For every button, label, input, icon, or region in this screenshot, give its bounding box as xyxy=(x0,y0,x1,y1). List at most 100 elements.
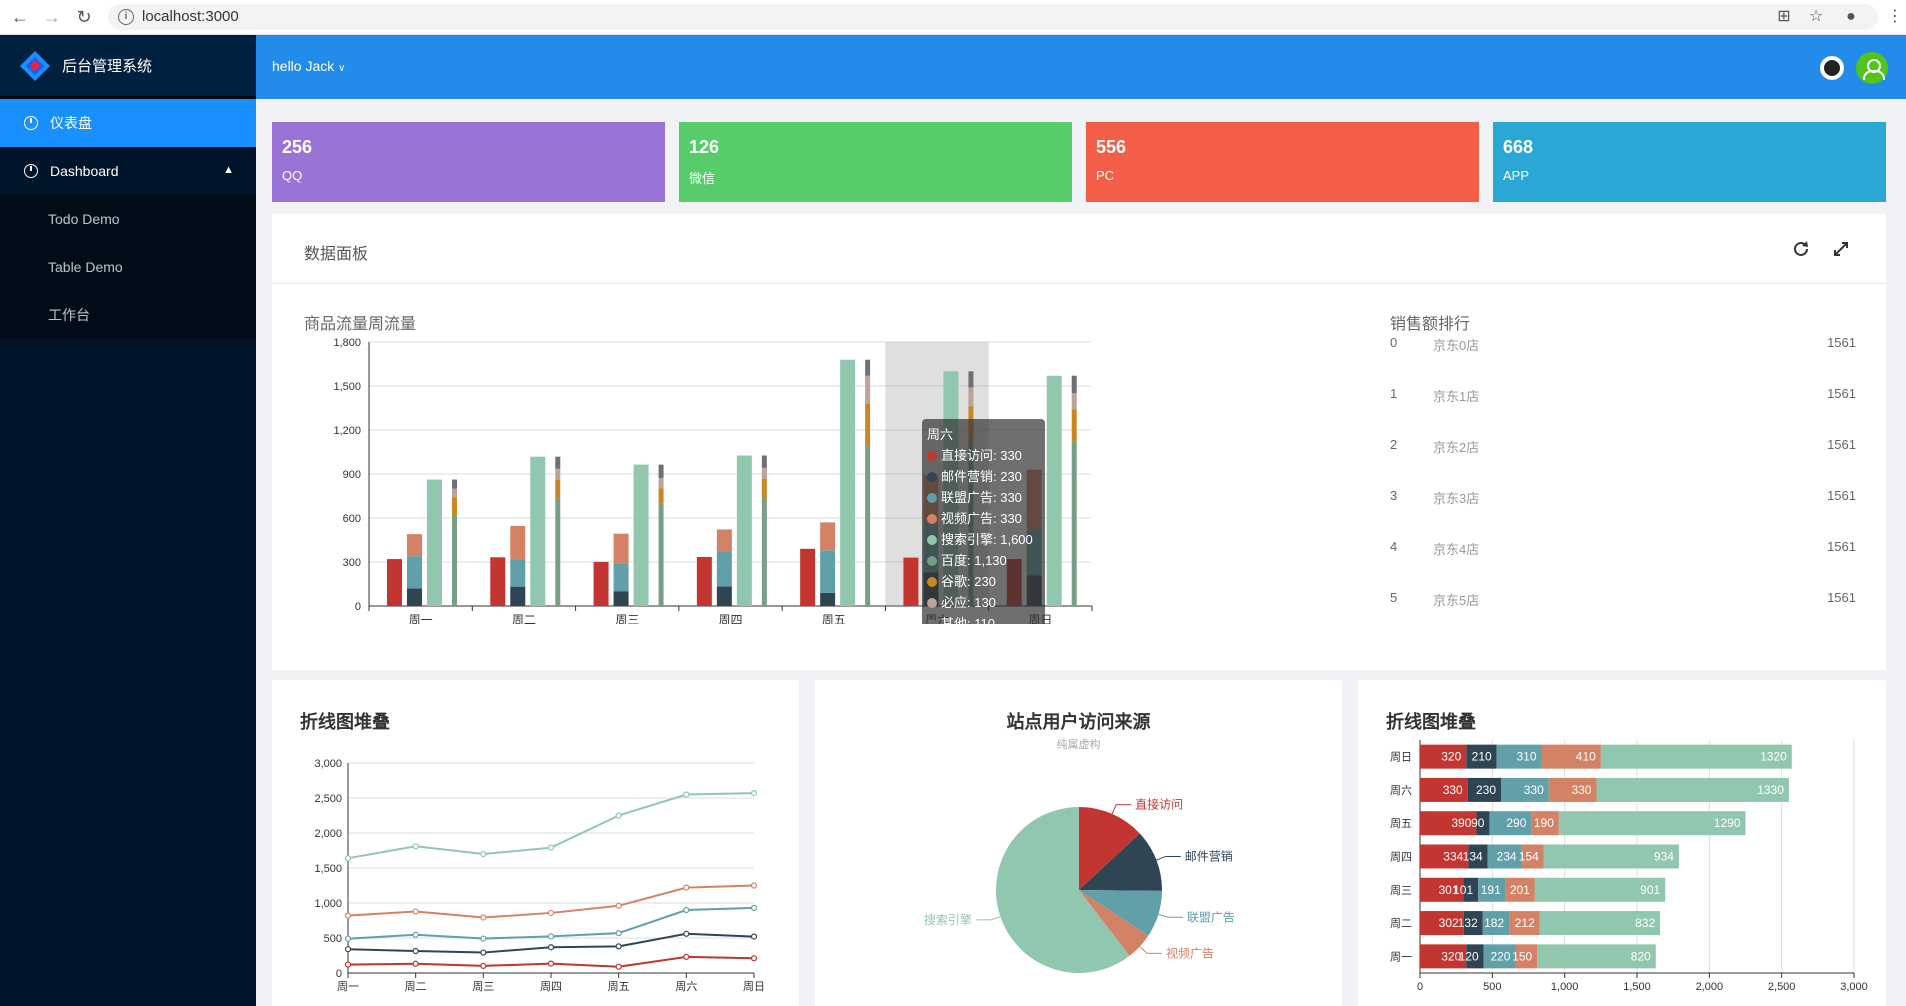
profile-icon[interactable]: ● xyxy=(1846,8,1856,25)
dashboard-icon xyxy=(24,164,38,178)
line-chart[interactable]: 0 500 1,000 1,500 2,000 2,500 3,000 周一 周二 周三 周四 周五 周… xyxy=(272,740,799,1006)
data-point xyxy=(683,930,690,937)
hbar-chart-card: 折线图堆叠 0 500 1,000 1,500 2,000 2,500 3,000 周一 320… xyxy=(1358,680,1886,1006)
line-chart-title: 折线图堆叠 xyxy=(300,712,390,732)
data-point xyxy=(344,961,352,968)
hbar-chart-title: 折线图堆叠 xyxy=(1386,712,1476,732)
bar-segment xyxy=(1541,744,1601,769)
data-point xyxy=(412,947,419,955)
bookmark-star-icon[interactable]: ☆ xyxy=(1808,8,1824,25)
rank-store-name: 京东4店 xyxy=(1433,542,1480,557)
address-bar[interactable]: i localhost:3000 ⊞ ☆ ● xyxy=(108,4,1878,30)
data-point xyxy=(480,962,487,970)
bar-segment xyxy=(658,503,664,606)
bar-segment xyxy=(407,534,422,557)
data-label: 820 xyxy=(1631,949,1651,963)
bar-segment xyxy=(658,464,664,478)
bar-segment xyxy=(555,498,561,606)
sidebar-item-dashboard-home[interactable]: 仪表盘 xyxy=(0,99,256,147)
bar-segment xyxy=(820,550,836,593)
label-line xyxy=(1111,804,1132,815)
bar-segment xyxy=(1463,877,1479,902)
bar-segment xyxy=(761,478,767,499)
sidebar-item-table-demo[interactable]: Table Demo xyxy=(0,243,256,291)
data-point xyxy=(547,844,555,851)
github-icon[interactable] xyxy=(1820,56,1844,80)
sidebar-submenu: Todo Demo Table Demo 工作台 xyxy=(0,195,256,339)
data-point xyxy=(615,963,622,970)
tooltip-marker xyxy=(927,577,937,587)
data-label: 310 xyxy=(1516,750,1536,764)
rank-value: 1561 xyxy=(1827,539,1856,554)
data-label: 934 xyxy=(1654,850,1674,864)
url-text[interactable]: localhost:3000 xyxy=(142,8,239,25)
bar-segment xyxy=(555,468,561,480)
slice-label: 视频广告 xyxy=(1166,945,1214,960)
fullscreen-icon[interactable] xyxy=(1830,238,1852,260)
x-tick-label: 500 xyxy=(1483,981,1501,993)
tooltip-item: 百度: 1,130 xyxy=(941,553,1007,568)
refresh-icon[interactable] xyxy=(1790,238,1812,260)
tooltip-marker xyxy=(927,493,937,503)
browser-menu-icon[interactable]: ⋮ xyxy=(1887,8,1903,25)
label-line xyxy=(1139,946,1163,954)
y-tick-label: 300 xyxy=(343,557,361,569)
bar-segment xyxy=(407,588,422,606)
data-label: 150 xyxy=(1512,949,1532,963)
bar-segment xyxy=(490,557,506,606)
data-point xyxy=(412,931,419,938)
bar-segment xyxy=(1420,844,1469,869)
data-label: 154 xyxy=(1519,850,1539,864)
bar-segment xyxy=(716,552,732,587)
bar-segment xyxy=(1487,844,1522,869)
y-tick-label: 周日 xyxy=(1390,751,1412,764)
tooltip-item: 邮件营销: 230 xyxy=(941,469,1022,484)
sidebar-item-workbench[interactable]: 工作台 xyxy=(0,291,256,339)
bar-segment xyxy=(593,561,609,606)
data-point xyxy=(615,943,622,950)
data-point xyxy=(750,933,758,940)
y-tick-label: 周四 xyxy=(1390,851,1412,864)
user-menu[interactable]: hello Jack ∨ xyxy=(272,58,345,74)
data-label: 320 xyxy=(1441,750,1461,764)
x-tick-label: 周三 xyxy=(615,613,639,624)
bar-segment xyxy=(452,479,457,489)
stat-card-wechat: 126 微信 xyxy=(679,122,1072,202)
x-tick-label: 周二 xyxy=(512,613,536,624)
bar-segment xyxy=(452,497,457,516)
data-panel: 数据面板 商品流量周流量 0 300 600 900 1,200 1,500 1,800 周一… xyxy=(272,214,1886,670)
data-label: 191 xyxy=(1481,883,1501,897)
stat-value: 256 xyxy=(282,137,313,157)
sidebar-item-label: Dashboard xyxy=(50,163,119,179)
bar-segment xyxy=(1501,777,1549,802)
label-line xyxy=(975,916,1001,921)
bar-segment xyxy=(696,557,712,606)
rank-index: 2 xyxy=(1390,437,1398,452)
app-title: 后台管理系统 xyxy=(62,58,153,75)
data-point xyxy=(547,960,555,967)
logo[interactable]: 后台管理系统 xyxy=(0,35,256,99)
translate-icon[interactable]: ⊞ xyxy=(1777,8,1791,25)
traffic-bar-chart[interactable]: 03006009001,2001,5001,800周一周二周三周四周五周六周日周… xyxy=(272,324,1122,624)
site-info-icon[interactable]: i xyxy=(118,9,134,25)
y-tick-label: 500 xyxy=(324,933,342,945)
data-point xyxy=(547,944,555,951)
rank-value: 1561 xyxy=(1827,488,1856,503)
rank-store-name: 京东5店 xyxy=(1433,593,1480,608)
rank-index: 3 xyxy=(1390,488,1398,503)
bar-segment xyxy=(407,556,422,589)
rank-store-name: 京东2店 xyxy=(1433,440,1480,455)
sidebar-item-todo-demo[interactable]: Todo Demo xyxy=(0,195,256,243)
tooltip-item: 视频广告: 330 xyxy=(941,511,1022,526)
x-tick-label: 1,500 xyxy=(1623,981,1651,993)
rank-row: 5 京东5店 1561 xyxy=(1390,590,1856,610)
avatar[interactable] xyxy=(1856,52,1888,84)
forward-arrow-icon[interactable]: → xyxy=(43,7,61,27)
sidebar-item-dashboard[interactable]: Dashboard ▲ xyxy=(0,147,256,195)
reload-icon[interactable]: ↻ xyxy=(76,7,92,27)
bar-segment xyxy=(903,557,919,606)
back-arrow-icon[interactable]: ← xyxy=(11,7,29,27)
chevron-down-icon: ∨ xyxy=(338,63,346,74)
